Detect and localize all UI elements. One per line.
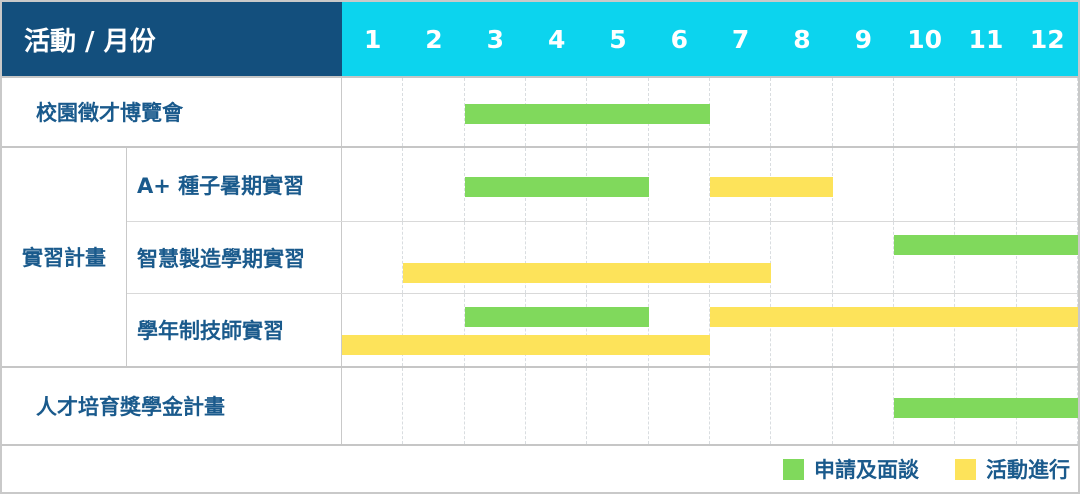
- month-cell: [587, 368, 649, 444]
- month-label: 12: [1029, 24, 1065, 54]
- month-cell: [894, 293, 956, 366]
- month-label: 10: [907, 24, 943, 54]
- month-cell: [403, 148, 465, 222]
- month-cell: [649, 222, 710, 293]
- month-cell: [526, 293, 588, 366]
- month-label: 7: [731, 24, 750, 54]
- month-cell: [587, 222, 649, 293]
- row-label: 學年制技師實習: [127, 293, 342, 366]
- month-cell: [587, 293, 649, 366]
- legend-label: 申請及面談: [814, 458, 919, 482]
- legend-item-application: 申請及面談: [783, 454, 919, 484]
- month-grid: [342, 368, 1078, 444]
- group-internship: 實習計畫 A+ 種子暑期實習 智慧製造學期實習 學年制技師實習: [2, 146, 1078, 366]
- month-cell: [710, 368, 772, 444]
- month-cell: [649, 368, 710, 444]
- gantt-bar-green: [464, 306, 649, 327]
- month-label: 2: [425, 24, 443, 54]
- row-label: 校園徵才博覽會: [2, 78, 342, 146]
- row-aplus-summer-internship: A+ 種子暑期實習: [127, 148, 1078, 222]
- month-cell: [894, 148, 956, 222]
- group-body: A+ 種子暑期實習 智慧製造學期實習 學年制技師實習: [127, 148, 1078, 366]
- month-label: 1: [363, 24, 382, 54]
- month-cell: [1017, 222, 1078, 293]
- gantt-bar-yellow: [342, 334, 710, 355]
- month-cell: [1017, 78, 1078, 146]
- month-cell: [403, 78, 465, 146]
- gantt-bar-green: [894, 398, 1078, 418]
- month-grid: [342, 148, 1078, 222]
- row-talent-scholarship: 人才培育獎學金計畫: [2, 366, 1078, 444]
- month-cell: [833, 222, 894, 293]
- month-label: 6: [670, 24, 688, 54]
- month-cell: [955, 222, 1017, 293]
- month-cell: [771, 293, 833, 366]
- month-label: 5: [609, 24, 627, 54]
- month-grid: [342, 78, 1078, 146]
- header-title-cell: 活動 / 月份: [2, 2, 342, 76]
- month-cell: [649, 293, 710, 366]
- month-cell: [771, 222, 833, 293]
- row-label: 人才培育獎學金計畫: [2, 368, 342, 444]
- legend-swatch-yellow: [955, 458, 976, 480]
- month-cell: [342, 148, 404, 222]
- legend-item-activity: 活動進行: [955, 454, 1070, 484]
- gantt-bar-green: [464, 176, 649, 197]
- gantt-bar-yellow: [403, 263, 772, 284]
- month-cell: [342, 293, 404, 366]
- month-cell: [403, 222, 465, 293]
- month-cell: [465, 368, 526, 444]
- legend: 申請及面談 活動進行: [2, 444, 1078, 492]
- month-label: 11: [968, 24, 1004, 54]
- month-label: 8: [793, 24, 811, 54]
- month-cell: [955, 148, 1017, 222]
- month-label: 4: [547, 24, 566, 54]
- month-cell: [526, 368, 588, 444]
- month-cell: [342, 78, 404, 146]
- month-label: 9: [854, 24, 872, 54]
- gantt-bar-yellow: [710, 176, 833, 197]
- month-cell: [771, 368, 833, 444]
- month-cell: [465, 222, 526, 293]
- month-cell: [894, 222, 956, 293]
- month-cell: [833, 148, 894, 222]
- gantt-bar-yellow: [710, 306, 1078, 327]
- month-cell: [955, 293, 1017, 366]
- month-cell: [955, 78, 1017, 146]
- row-label: A+ 種子暑期實習: [127, 148, 342, 222]
- month-cell: [710, 293, 772, 366]
- month-cell: [465, 293, 526, 366]
- month-cell: [833, 78, 894, 146]
- gantt-bar-green: [464, 104, 710, 124]
- legend-swatch-green: [783, 458, 804, 480]
- month-cell: [342, 222, 404, 293]
- row-campus-fair: 校園徵才博覽會: [2, 76, 1078, 146]
- month-cell: [771, 78, 833, 146]
- group-label: 實習計畫: [2, 148, 127, 366]
- header-title: 活動 / 月份: [24, 26, 156, 57]
- gantt-bar-green: [894, 235, 1078, 256]
- month-cell: [833, 368, 894, 444]
- month-cell: [649, 148, 710, 222]
- legend-label: 活動進行: [986, 458, 1070, 482]
- month-cell: [403, 368, 465, 444]
- row-label: 智慧製造學期實習: [127, 222, 342, 293]
- month-cell: [710, 78, 772, 146]
- month-cell: [1017, 293, 1078, 366]
- month-cell: [833, 293, 894, 366]
- month-header: 1 2 3 4 5 6 7 8 9 10 11 12: [342, 2, 1078, 76]
- month-cell: [894, 78, 956, 146]
- header-row: 活動 / 月份 1 2 3 4 5 6 7 8 9 10 11 12: [2, 2, 1078, 76]
- month-cell: [526, 222, 588, 293]
- row-smart-manufacturing-internship: 智慧製造學期實習: [127, 221, 1078, 293]
- month-grid: [342, 293, 1078, 366]
- month-label: 3: [486, 24, 505, 54]
- month-cell: [710, 222, 772, 293]
- row-yearlong-technician-internship: 學年制技師實習: [127, 292, 1078, 366]
- month-cell: [342, 368, 404, 444]
- month-cell: [1017, 148, 1078, 222]
- month-grid: [342, 222, 1078, 293]
- month-cell: [403, 293, 465, 366]
